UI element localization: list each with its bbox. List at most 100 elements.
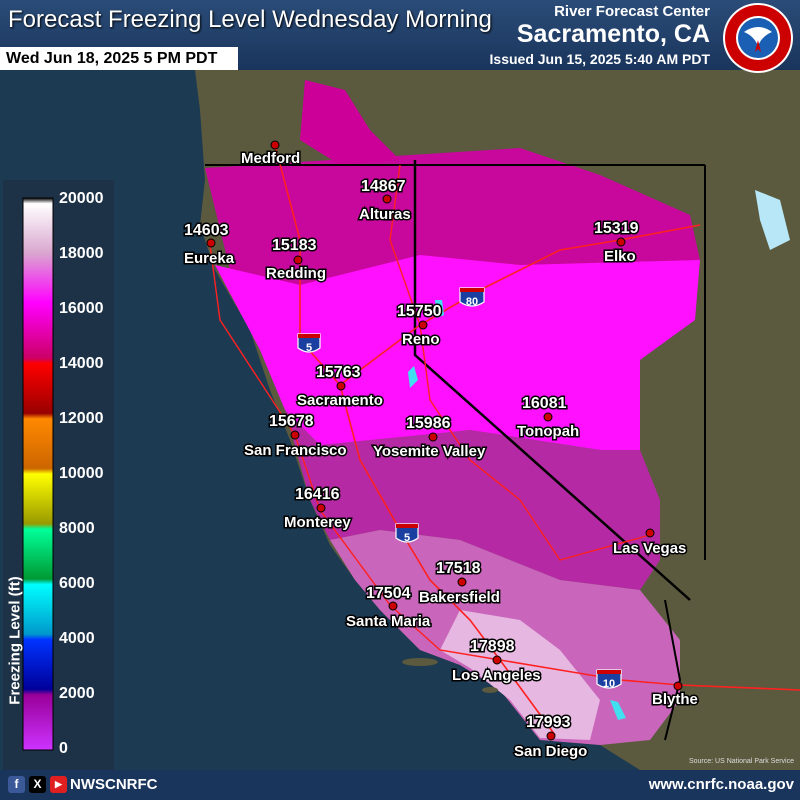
legend-tick: 6000	[59, 575, 95, 592]
san-diego-dot	[546, 731, 556, 741]
issued-time: Issued Jun 15, 2025 5:40 AM PDT	[489, 51, 710, 67]
eureka-dot	[206, 238, 216, 248]
los-angeles-value: 17898	[470, 638, 515, 655]
i80-label: 80	[466, 296, 478, 308]
bakersfield-dot	[457, 577, 467, 587]
zone-14k	[205, 148, 700, 290]
alturas-value: 14867	[361, 178, 406, 195]
eureka-label: Eureka	[184, 250, 235, 267]
interstate-5-north-shield: 5	[297, 333, 321, 354]
facebook-icon[interactable]: f	[8, 776, 25, 793]
monterey-dot	[316, 503, 326, 513]
pyramid-lake	[435, 300, 444, 318]
san-francisco-label: San Francisco	[244, 442, 347, 459]
map-title: Forecast Freezing Level Wednesday Mornin…	[8, 6, 492, 33]
yosemite-valley-label: Yosemite Valley	[373, 443, 486, 460]
i5-south-label: 5	[404, 532, 410, 544]
ca-nv-border	[413, 160, 691, 601]
santa-maria-label: Santa Maria	[346, 613, 431, 630]
medford-dot	[270, 140, 280, 150]
legend-tick: 10000	[59, 465, 104, 482]
zone-15k	[215, 255, 700, 450]
channel-islands	[402, 658, 438, 666]
redding-label: Redding	[266, 265, 326, 282]
legend-tick: 16000	[59, 300, 104, 317]
interstate-5	[274, 144, 556, 736]
i10-label: 10	[603, 678, 615, 690]
los-angeles-dot	[492, 655, 502, 665]
san-diego-label: San Diego	[514, 743, 587, 760]
san-diego-value: 17993	[526, 714, 571, 731]
center-location: Sacramento, CA	[516, 20, 710, 48]
san-francisco-dot	[290, 430, 300, 440]
legend-tick: 0	[59, 740, 68, 757]
zone-18k	[440, 610, 600, 740]
sacramento-value: 15763	[316, 364, 361, 381]
medford-label: Medford	[241, 150, 300, 167]
legend: Freezing Level (ft) 20000 18000 16000 14…	[3, 180, 114, 770]
x-icon[interactable]: X	[29, 776, 46, 793]
freezing-level-map: 14603 15183 14867 15319 15750 15763 1567…	[0, 70, 800, 770]
reno-label: Reno	[402, 331, 440, 348]
station-values: 14603 15183 14867 15319 15750 15763 1567…	[183, 177, 641, 733]
sacramento-dot	[336, 381, 346, 391]
elko-dot	[616, 237, 626, 247]
interstate-80-shield: 80	[459, 287, 485, 308]
great-salt-lake	[755, 190, 790, 250]
lake-tahoe	[408, 366, 418, 388]
los-angeles-label: Los Angeles	[452, 667, 541, 684]
legend-colorbar	[22, 197, 54, 751]
alturas-dot	[382, 194, 392, 204]
tonopah-dot	[543, 412, 553, 422]
social-handle[interactable]: NWSCNRFC	[70, 776, 158, 793]
interstate-10-shield: 10	[596, 669, 622, 690]
legend-tick: 20000	[59, 190, 104, 207]
valid-time: Wed Jun 18, 2025 5 PM PDT	[6, 50, 218, 67]
elko-label: Elko	[604, 248, 636, 265]
bakersfield-value: 17518	[436, 560, 481, 577]
blythe-dot	[673, 681, 683, 691]
redding-value: 15183	[272, 237, 317, 254]
sacramento-label: Sacramento	[297, 392, 383, 409]
las-vegas-dot	[645, 528, 655, 538]
san-francisco-value: 15678	[269, 413, 314, 430]
salton-sea	[610, 700, 626, 720]
header: Forecast Freezing Level Wednesday Mornin…	[0, 0, 800, 73]
interstate-5-south-shield: 5	[395, 523, 419, 544]
zone-oregon	[300, 80, 400, 165]
station-names: Medford Eureka Redding Alturas Elko Reno…	[183, 149, 700, 762]
las-vegas-label: Las Vegas	[613, 540, 686, 557]
footer: f X ▶ NWSCNRFC www.cnrfc.noaa.gov	[0, 770, 800, 800]
nws-logo-icon[interactable]	[722, 2, 794, 74]
center-name: River Forecast Center	[554, 3, 710, 20]
yosemite-valley-dot	[428, 432, 438, 442]
eureka-value: 14603	[184, 222, 229, 239]
legend-tick: 8000	[59, 520, 95, 537]
zone-16k	[285, 410, 660, 590]
legend-tick: 14000	[59, 355, 104, 372]
interstate-80	[339, 224, 701, 386]
yosemite-valley-value: 15986	[406, 415, 451, 432]
reno-value: 15750	[397, 303, 442, 320]
map-source-credit: Source: US National Park Service	[688, 758, 794, 765]
santa-maria-value: 17504	[366, 585, 411, 602]
alturas-label: Alturas	[359, 206, 411, 223]
catalina-island	[482, 687, 498, 693]
legend-tick: 2000	[59, 685, 95, 702]
bakersfield-label: Bakersfield	[419, 589, 500, 606]
youtube-icon[interactable]: ▶	[50, 776, 67, 793]
az-border	[664, 599, 682, 741]
legend-tick: 18000	[59, 245, 104, 262]
elko-value: 15319	[594, 220, 639, 237]
redding-dot	[293, 255, 303, 265]
website-link[interactable]: www.cnrfc.noaa.gov	[648, 776, 794, 793]
valid-time-box: Wed Jun 18, 2025 5 PM PDT	[0, 47, 238, 70]
reno-dot	[418, 320, 428, 330]
monterey-value: 16416	[295, 486, 340, 503]
blythe-label: Blythe	[652, 691, 698, 708]
tonopah-value: 16081	[522, 395, 567, 412]
legend-tick: 4000	[59, 630, 95, 647]
i5-north-label: 5	[306, 342, 312, 354]
santa-maria-dot	[388, 601, 398, 611]
legend-tick: 12000	[59, 410, 104, 427]
